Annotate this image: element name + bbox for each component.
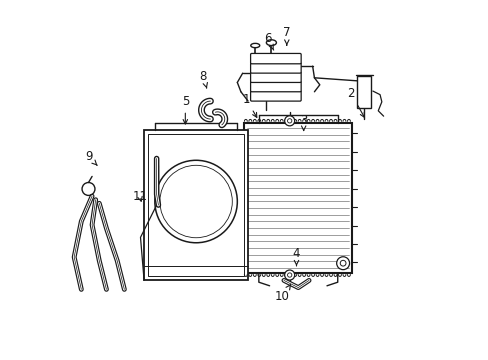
Text: 2: 2 (347, 87, 364, 117)
Text: 9: 9 (84, 150, 97, 165)
Circle shape (287, 273, 291, 277)
Circle shape (287, 119, 291, 123)
Bar (148, 134, 244, 276)
FancyBboxPatch shape (250, 81, 301, 92)
Text: 1: 1 (242, 93, 256, 117)
FancyBboxPatch shape (250, 53, 301, 64)
Text: 7: 7 (283, 27, 290, 45)
Text: 11: 11 (132, 190, 147, 203)
Text: 10: 10 (274, 285, 290, 303)
Circle shape (340, 260, 346, 266)
Text: 3: 3 (299, 114, 307, 131)
Bar (244, 123, 351, 273)
Text: 8: 8 (199, 69, 207, 88)
Ellipse shape (250, 43, 259, 48)
Circle shape (284, 270, 294, 280)
Circle shape (336, 257, 349, 270)
Ellipse shape (266, 40, 276, 45)
FancyBboxPatch shape (250, 63, 301, 73)
Text: 5: 5 (181, 95, 189, 124)
Bar (357, 76, 370, 108)
FancyBboxPatch shape (250, 91, 301, 101)
Bar (144, 130, 247, 280)
Text: 4: 4 (292, 247, 300, 266)
FancyBboxPatch shape (250, 72, 301, 82)
Text: 6: 6 (264, 32, 273, 50)
Circle shape (284, 116, 294, 126)
